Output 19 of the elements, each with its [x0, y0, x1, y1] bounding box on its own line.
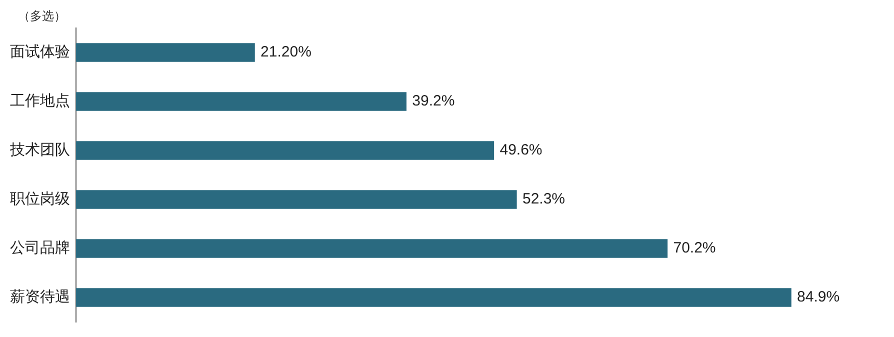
y-tick-label: 公司品牌 — [10, 238, 70, 256]
y-tick-label: 工作地点 — [10, 91, 70, 110]
data-label: 39.2% — [412, 92, 455, 110]
data-label: 84.9% — [797, 288, 840, 306]
y-tick-label: 职位岗级 — [10, 189, 70, 208]
y-tick-label: 面试体验 — [10, 42, 70, 60]
bar — [76, 288, 792, 307]
bar — [76, 141, 494, 160]
bar — [76, 43, 255, 62]
bar — [76, 92, 406, 111]
y-tick-label: 技术团队 — [9, 140, 70, 158]
data-label: 21.20% — [260, 44, 312, 61]
y-tick-label: 薪资待遇 — [10, 287, 70, 306]
data-label: 52.3% — [522, 190, 566, 208]
data-label: 49.6% — [500, 142, 542, 159]
bar — [76, 239, 668, 258]
chart-subtitle: （多选） — [18, 8, 66, 25]
bar — [76, 190, 517, 209]
data-label: 70.2% — [673, 240, 716, 257]
